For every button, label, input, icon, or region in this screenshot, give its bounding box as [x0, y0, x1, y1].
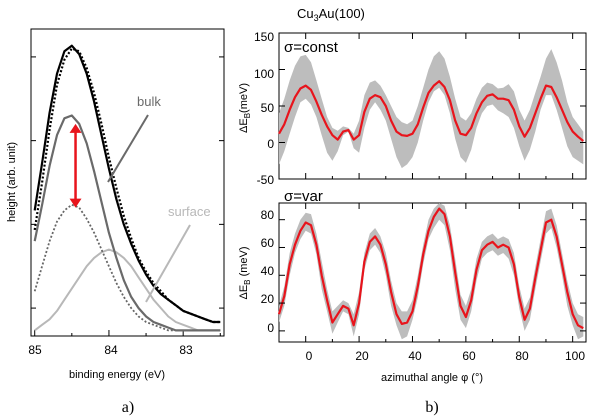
energy-shift-curve	[278, 80, 584, 142]
surface-pointer-line	[145, 224, 191, 303]
panel-a-ticks	[31, 56, 224, 336]
bulk-pointer-line	[107, 114, 149, 183]
panel-b-title-tail: Au(100)	[319, 6, 365, 21]
panel-a-xtick-83: 83	[179, 343, 193, 357]
bottom-y-axis-title: ΔEB (meV)	[238, 246, 252, 299]
double-arrow-head-up	[69, 123, 82, 133]
panel-a-label: a)	[122, 399, 134, 416]
bottom-ylabel-main: ΔE	[238, 285, 250, 300]
energy-shift-curve	[277, 207, 584, 330]
panel-a: bulk surface height (arb. unit) 85 84 83…	[6, 28, 225, 416]
surface-curve	[34, 248, 221, 332]
measured-total-curve	[33, 47, 221, 324]
uncertainty-band	[279, 203, 584, 340]
panel-b: Cu3Au(100) σ=const 150 100 50 0 -50 ΔEB(…	[238, 6, 587, 416]
panel-a-y-axis-title: height (arb. unit)	[6, 142, 18, 222]
bottom-plot-data	[277, 203, 584, 340]
top-ylabel-sub: B	[243, 113, 252, 118]
top-ytick-100: 100	[254, 67, 274, 81]
surface-annotation: surface	[168, 204, 211, 219]
panel-b-x-axis-title: azimuthal angle φ (°)	[381, 372, 483, 384]
panel-a-xtick-85: 85	[28, 343, 42, 357]
panel-b-xtick-0: 0	[306, 349, 313, 363]
double-arrow-head-down	[69, 198, 82, 208]
panel-b-xtick-60: 60	[462, 349, 476, 363]
panel-b-xtick-20: 20	[355, 349, 369, 363]
bottom-plot-frame	[278, 202, 587, 343]
fit-total-curve	[33, 44, 221, 324]
panel-a-curves	[33, 44, 221, 332]
bottom-ylabel-tail: (meV)	[238, 246, 250, 279]
bottom-ytick-40: 40	[261, 264, 275, 278]
bottom-plot-ticks	[278, 203, 586, 342]
panel-b-label: b)	[425, 399, 438, 416]
bottom-ytick-0: 0	[267, 321, 274, 335]
top-plot-data	[278, 49, 584, 169]
panel-b-title: Cu3Au(100)	[297, 6, 365, 23]
top-ylabel-tail: (meV)	[238, 83, 250, 113]
top-ytick-minus50: -50	[257, 173, 275, 187]
panel-b-xtick-40: 40	[408, 349, 422, 363]
panel-b-title-sub: 3	[314, 13, 319, 23]
top-plot-ticks	[278, 32, 586, 180]
bottom-ytick-60: 60	[261, 236, 275, 250]
panel-b-xtick-100: 100	[565, 349, 585, 363]
bulk-annotation: bulk	[137, 94, 161, 109]
panel-a-arrow	[69, 123, 82, 208]
top-ytick-0: 0	[267, 137, 274, 151]
panel-a-xtick-84: 84	[104, 343, 118, 357]
top-ylabel-main: ΔE	[238, 118, 250, 133]
bottom-annotation: σ=var	[284, 188, 323, 205]
top-ytick-150: 150	[254, 30, 274, 44]
top-annotation: σ=const	[284, 39, 339, 56]
bulk-curve	[33, 114, 221, 332]
panel-a-x-axis-title: binding energy (eV)	[69, 369, 165, 381]
reduced-bulk-curve	[33, 203, 221, 332]
bottom-ylabel-sub: B	[243, 279, 252, 284]
panel-b-xtick-80: 80	[515, 349, 529, 363]
bottom-ytick-80: 80	[261, 208, 275, 222]
top-y-axis-title: ΔEB(meV)	[238, 83, 252, 133]
panel-b-title-main: Cu	[297, 6, 314, 21]
bottom-ytick-20: 20	[261, 292, 275, 306]
top-ytick-50: 50	[261, 101, 275, 115]
panel-a-frame	[30, 28, 225, 337]
